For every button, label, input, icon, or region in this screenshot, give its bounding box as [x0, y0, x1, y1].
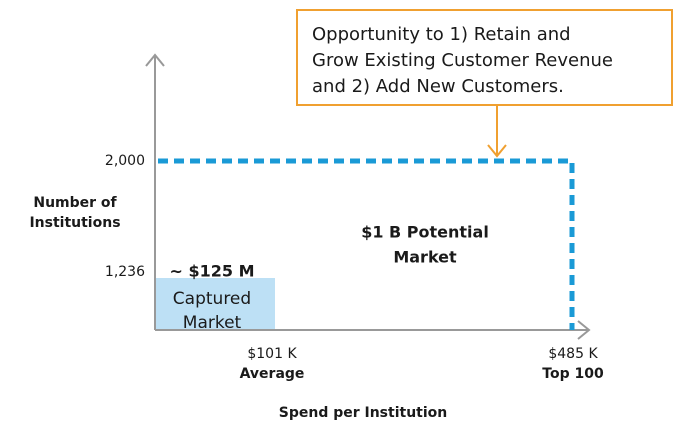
- potential-label: $1 B Potential: [361, 223, 489, 242]
- y-tick-label: 2,000: [105, 153, 145, 169]
- y-axis-title: Number of: [33, 195, 117, 211]
- annotation-line: Grow Existing Customer Revenue: [312, 50, 613, 71]
- potential-boundary: [158, 158, 575, 330]
- axes: [145, 53, 591, 340]
- x-axis-title: Spend per Institution: [279, 405, 448, 421]
- x-tick-label: $485 K: [548, 346, 598, 362]
- x-tick-label: $101 K: [247, 346, 297, 362]
- annotation-line: Opportunity to 1) Retain and: [312, 24, 571, 45]
- captured-amount: ~ $125 M: [170, 262, 255, 281]
- captured-area: [155, 278, 275, 330]
- y-axis-title: Institutions: [29, 215, 120, 231]
- x-tick-label: Top 100: [542, 366, 604, 382]
- annotation-box: [296, 9, 673, 106]
- potential-label: Market: [393, 248, 457, 267]
- annotation-arrow: [487, 106, 507, 158]
- y-tick-label: 1,236: [105, 264, 145, 280]
- x-tick-label: Average: [240, 366, 305, 382]
- captured-label: Captured: [173, 289, 251, 309]
- annotation-text: Opportunity to 1) Retain and Grow Existi…: [312, 24, 613, 97]
- captured-label: Market: [183, 313, 242, 333]
- annotation-line: and 2) Add New Customers.: [312, 76, 564, 97]
